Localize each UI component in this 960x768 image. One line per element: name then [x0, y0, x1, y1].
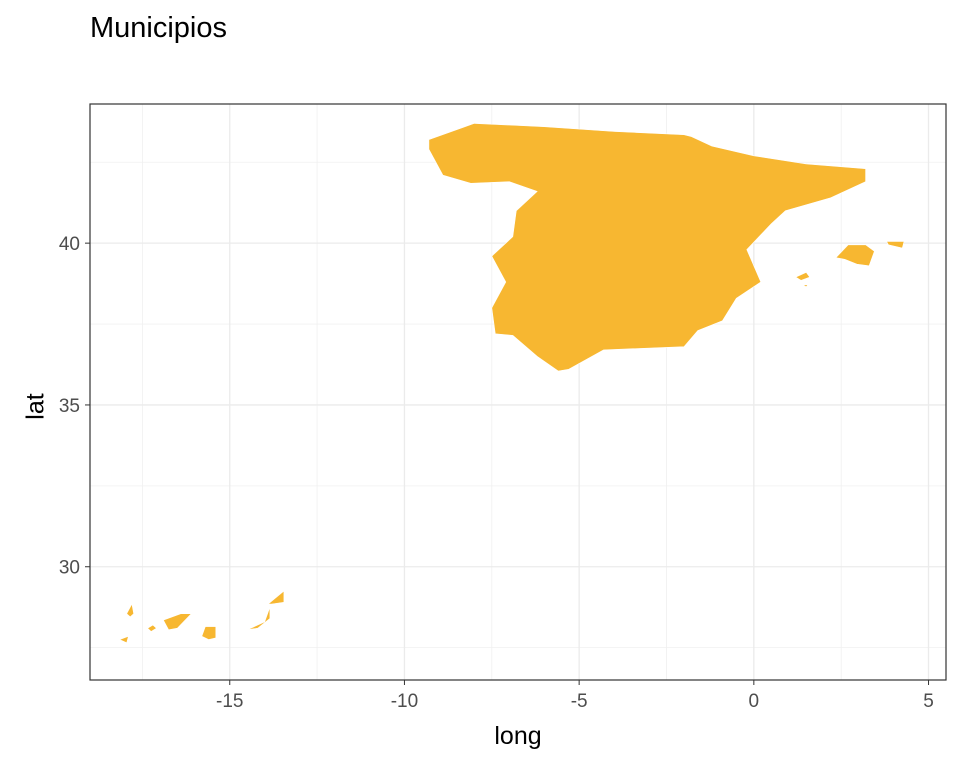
x-tick-label: 5: [923, 691, 934, 712]
region-gran-canaria: [201, 626, 217, 640]
region-menorca: [886, 241, 905, 249]
region-formentera: [802, 284, 809, 288]
x-axis-label: long: [494, 722, 542, 750]
region-la-gomera: [147, 624, 157, 632]
x-tick-label: -5: [571, 691, 588, 712]
region-peninsula: [428, 123, 866, 372]
y-tick-label: 30: [59, 558, 80, 579]
region-ibiza: [795, 271, 811, 281]
region-fuerteventura: [246, 606, 271, 631]
x-tick-label: -15: [216, 691, 243, 712]
region-lanzarote: [267, 590, 285, 605]
axis-ticks: -15 -10 -5 0 5 30 35 40: [59, 234, 934, 712]
regions: [119, 123, 905, 644]
y-tick-label: 35: [59, 396, 80, 417]
region-la-palma: [126, 603, 134, 618]
x-tick-label: 0: [749, 691, 760, 712]
chart-title: Municipios: [90, 12, 227, 44]
y-tick-label: 40: [59, 234, 80, 255]
plot-border: [89, 103, 947, 681]
x-tick-label: -10: [391, 691, 418, 712]
region-tenerife: [163, 613, 192, 631]
region-el-hierro: [119, 635, 129, 644]
region-mallorca: [835, 244, 875, 267]
